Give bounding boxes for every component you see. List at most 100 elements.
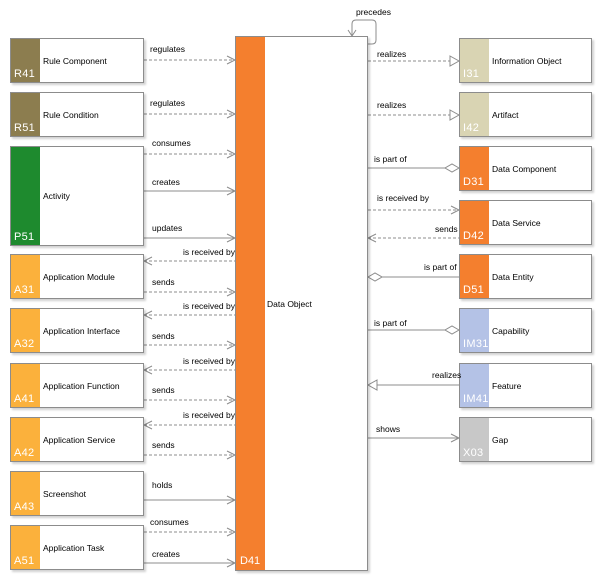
node-application-interface[interactable]: A32 Application Interface xyxy=(10,308,144,353)
left-edge-arrowhead xyxy=(142,420,153,430)
node-color-strip xyxy=(460,39,489,82)
edge-label: sends xyxy=(435,224,458,234)
node-information-object[interactable]: I31 Information Object xyxy=(459,38,592,83)
node-code: IM41 xyxy=(463,393,489,405)
left-edge-arrowhead xyxy=(142,310,153,320)
center-color-strip xyxy=(236,37,265,570)
edge-label: is part of xyxy=(374,154,407,164)
edge-label: realizes xyxy=(432,370,462,380)
node-application-task[interactable]: A51 Application Task xyxy=(10,525,144,570)
node-code: R51 xyxy=(14,122,36,134)
edge-label: regulates xyxy=(150,98,185,108)
edge-label: is received by xyxy=(183,247,235,257)
node-code: A51 xyxy=(14,555,35,567)
node-code: A42 xyxy=(14,447,35,459)
node-label: Screenshot xyxy=(43,488,86,499)
node-label: Application Module xyxy=(43,271,115,282)
node-rule-condition[interactable]: R51 Rule Condition xyxy=(10,92,144,137)
self-relation-label: precedes xyxy=(356,7,391,17)
node-color-strip xyxy=(460,418,489,461)
node-application-function[interactable]: A41 Application Function xyxy=(10,363,144,408)
edge-label: updates xyxy=(152,223,183,233)
right-edge-triangle xyxy=(366,379,378,391)
node-label: Information Object xyxy=(492,55,562,66)
node-code: A41 xyxy=(14,393,35,405)
node-label: Data Component xyxy=(492,163,557,174)
edge-label: sends xyxy=(152,331,175,341)
edge-label: regulates xyxy=(150,44,185,54)
node-color-strip xyxy=(11,93,40,136)
right-edge-diamond xyxy=(443,325,461,335)
right-edge-diamond xyxy=(443,163,461,173)
node-code: D31 xyxy=(463,176,485,188)
node-code: I31 xyxy=(463,68,480,80)
node-label: Capability xyxy=(492,325,530,336)
node-color-strip xyxy=(460,309,489,352)
node-data-service[interactable]: D42 Data Service xyxy=(459,200,592,245)
node-label: Gap xyxy=(492,434,509,445)
node-color-strip xyxy=(11,472,40,515)
node-color-strip xyxy=(460,364,489,407)
node-color-strip xyxy=(11,39,40,82)
node-color-strip xyxy=(11,526,40,569)
node-color-strip xyxy=(460,255,489,298)
edge-label: realizes xyxy=(377,49,407,59)
node-code: I42 xyxy=(463,122,480,134)
node-label: Feature xyxy=(492,380,522,391)
node-application-module[interactable]: A31 Application Module xyxy=(10,254,144,299)
node-color-strip xyxy=(11,309,40,352)
edge-label: creates xyxy=(152,549,180,559)
node-color-strip xyxy=(11,147,40,245)
node-code: R41 xyxy=(14,68,36,80)
node-color-strip xyxy=(11,255,40,298)
edge-label: sends xyxy=(152,277,175,287)
right-edge-triangle xyxy=(449,109,461,121)
node-capability[interactable]: IM31 Capability xyxy=(459,308,592,353)
center-label: Data Object xyxy=(267,298,312,309)
node-code: IM31 xyxy=(463,338,489,350)
right-edge-triangle xyxy=(449,55,461,67)
node-color-strip xyxy=(460,201,489,244)
edge-label: is part of xyxy=(374,318,407,328)
edge-label: is received by xyxy=(377,193,429,203)
left-edge-arrowhead xyxy=(142,365,153,375)
edge-label: is part of xyxy=(424,262,457,272)
node-data-entity[interactable]: D51 Data Entity xyxy=(459,254,592,299)
node-screenshot[interactable]: A43 Screenshot xyxy=(10,471,144,516)
node-data-component[interactable]: D31 Data Component xyxy=(459,146,592,191)
node-feature[interactable]: IM41 Feature xyxy=(459,363,592,408)
node-label: Application Function xyxy=(43,380,120,391)
edge-label: sends xyxy=(152,385,175,395)
right-edge-diamond xyxy=(366,272,384,282)
node-code: A32 xyxy=(14,338,35,350)
node-label: Rule Component xyxy=(43,55,107,66)
node-rule-component[interactable]: R41 Rule Component xyxy=(10,38,144,83)
node-activity[interactable]: P51 Activity xyxy=(10,146,144,246)
node-application-service[interactable]: A42 Application Service xyxy=(10,417,144,462)
edge-label: realizes xyxy=(377,100,407,110)
node-code: D51 xyxy=(463,284,485,296)
node-gap[interactable]: X03 Gap xyxy=(459,417,592,462)
edge-label: is received by xyxy=(183,301,235,311)
node-color-strip xyxy=(460,93,489,136)
node-code: X03 xyxy=(463,447,484,459)
edge-label: shows xyxy=(376,424,401,434)
node-color-strip xyxy=(11,364,40,407)
edge-label: sends xyxy=(152,440,175,450)
data-object-node[interactable]: D41 Data Object xyxy=(235,36,368,571)
center-code: D41 xyxy=(240,555,261,567)
node-color-strip xyxy=(460,147,489,190)
node-code: A43 xyxy=(14,501,35,513)
right-edge-arrowhead xyxy=(366,233,377,243)
left-edge-arrowhead xyxy=(142,256,153,266)
node-label: Rule Condition xyxy=(43,109,99,120)
edge-label: consumes xyxy=(152,138,191,148)
node-label: Artifact xyxy=(492,109,519,120)
node-code: P51 xyxy=(14,231,35,243)
node-label: Data Entity xyxy=(492,271,534,282)
node-label: Data Service xyxy=(492,217,541,228)
node-label: Application Interface xyxy=(43,325,121,336)
edge-label: creates xyxy=(152,177,180,187)
node-artifact[interactable]: I42 Artifact xyxy=(459,92,592,137)
